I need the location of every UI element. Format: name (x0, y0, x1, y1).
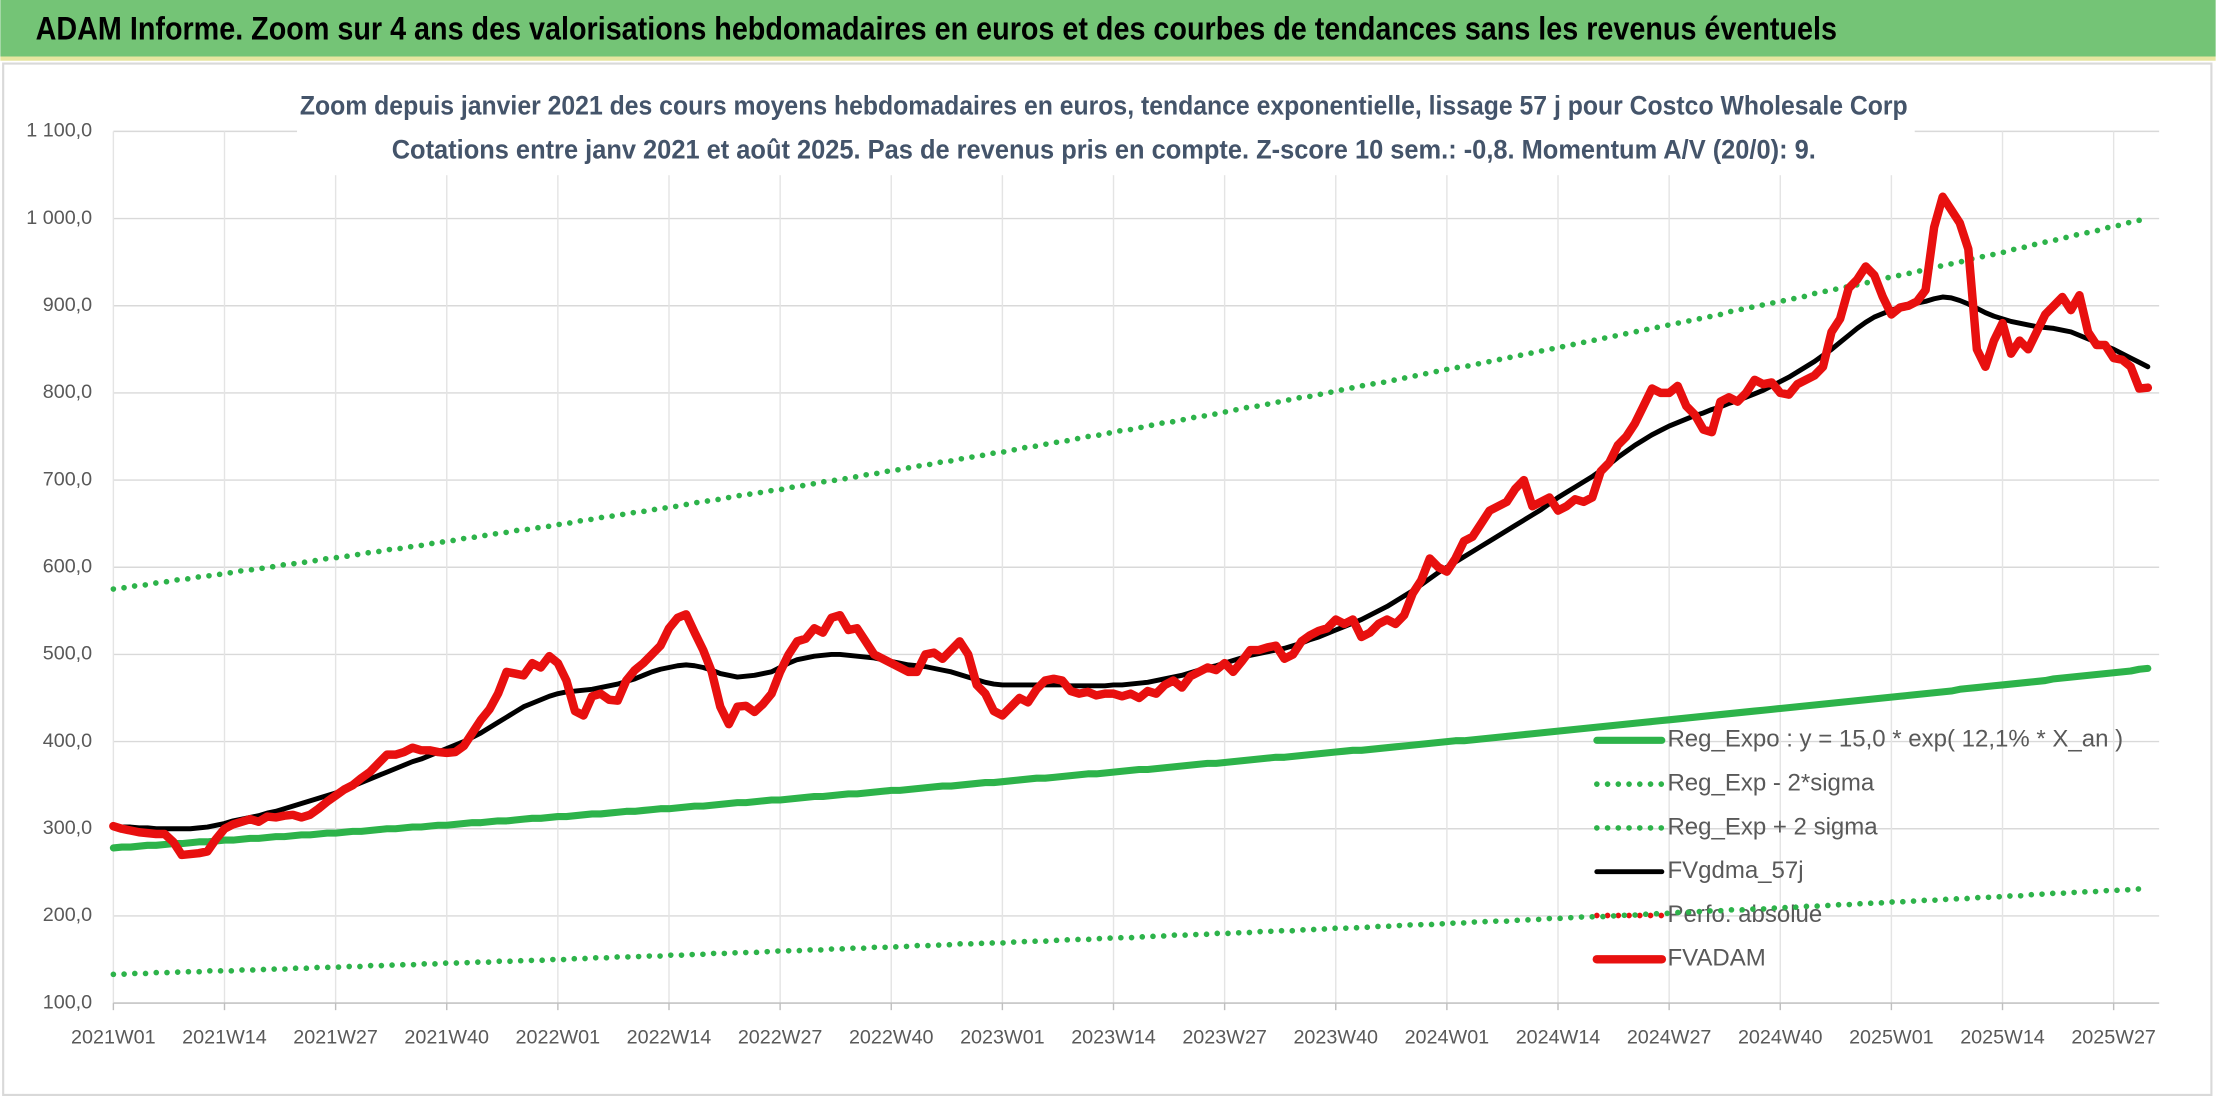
x-tick-label: 2023W01 (960, 1027, 1045, 1049)
chart-title: Zoom depuis janvier 2021 des cours moyen… (300, 90, 1908, 120)
x-tick-label: 2024W14 (1516, 1027, 1601, 1049)
x-tick-label: 2021W27 (293, 1027, 378, 1049)
series-line (109, 664, 2152, 852)
y-tick-label: 400,0 (43, 730, 92, 752)
legend-label: Reg_Exp - 2*sigma (1667, 769, 1874, 796)
series-line (110, 215, 2151, 592)
y-tick-label: 200,0 (43, 904, 92, 926)
x-tick-label: 2021W40 (404, 1027, 489, 1049)
y-tick-label: 600,0 (43, 555, 92, 577)
x-tick-label: 2022W27 (738, 1027, 823, 1049)
y-tick-label: 300,0 (43, 817, 92, 839)
grid: 100,0 200,0 300,0 400,0 500,0 600,0 700,0 800,0… (26, 120, 2160, 1049)
x-tick-label: 2025W14 (1960, 1027, 2045, 1049)
header-banner (0, 0, 2216, 57)
x-tick-label: 2022W40 (849, 1027, 934, 1049)
x-tick-label: 2022W14 (627, 1027, 712, 1049)
title-box (297, 84, 1915, 176)
header-title: ADAM Informe. Zoom sur 4 ans des valoris… (36, 11, 1837, 47)
x-tick-label: 2024W27 (1627, 1027, 1712, 1049)
plot-lines (109, 192, 2153, 978)
legend-label: FVgdma_57j (1667, 857, 1803, 884)
x-tick-label: 2023W27 (1182, 1027, 1267, 1049)
x-tick-label: 2024W01 (1405, 1027, 1490, 1049)
legend-label: FVADAM (1667, 945, 1765, 972)
x-tick-label: 2023W14 (1071, 1027, 1156, 1049)
series-line (110, 886, 2151, 978)
y-tick-label: 1 000,0 (26, 207, 92, 229)
series-line (110, 294, 2151, 832)
y-tick-label: 900,0 (43, 294, 92, 316)
x-tick-label: 2021W01 (71, 1027, 156, 1049)
legend-label: Reg_Expo : y = 15,0 * exp( 12,1% * X_an … (1667, 726, 2123, 753)
legend-label: Perfo. absolue (1667, 901, 1822, 928)
chart-frame (2, 62, 2213, 1096)
y-tick-label: 1 100,0 (26, 120, 92, 142)
x-tick-label: 2021W14 (182, 1027, 267, 1049)
x-tick-label: 2025W27 (2071, 1027, 2156, 1049)
y-tick-label: 800,0 (43, 381, 92, 403)
x-tick-label: 2025W01 (1849, 1027, 1934, 1049)
series-line (109, 192, 2153, 860)
y-tick-label: 500,0 (43, 643, 92, 665)
y-tick-label: 100,0 (43, 991, 92, 1013)
x-tick-label: 2023W40 (1293, 1027, 1378, 1049)
y-tick-label: 700,0 (43, 468, 92, 490)
x-tick-label: 2022W01 (516, 1027, 601, 1049)
chart-subtitle: Cotations entre janv 2021 et août 2025. … (392, 134, 1816, 164)
legend: Reg_Expo : y = 15,0 * exp( 12,1% * X_an … (1592, 726, 2123, 972)
header-rule (0, 56, 2216, 61)
legend-label: Reg_Exp + 2 sigma (1667, 813, 1878, 840)
x-tick-label: 2024W40 (1738, 1027, 1823, 1049)
